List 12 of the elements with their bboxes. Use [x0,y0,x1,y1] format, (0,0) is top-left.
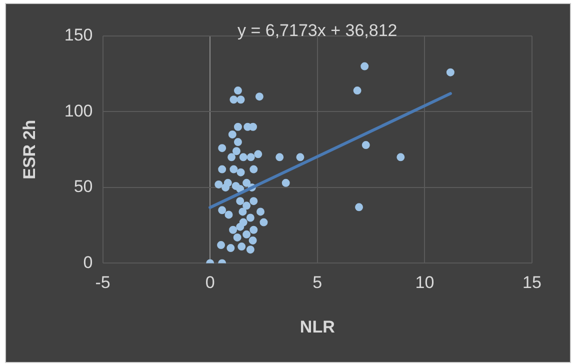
x-axis-title: NLR [300,317,335,336]
annotation: y = 6,7173x + 36,812 [238,21,398,40]
y-tick-label: 150 [64,26,93,45]
y-tick-label: 100 [64,101,93,120]
x-tick-label: -5 [95,273,110,292]
y-axis-title: ESR 2h [20,120,39,180]
y-tick-label: 50 [74,177,93,196]
x-tick-label: 15 [522,273,542,292]
y-tick-label: 0 [83,252,93,272]
x-tick-label: 5 [312,273,322,292]
x-tick-label: 0 [205,273,215,292]
x-tick-label: 10 [415,273,434,292]
